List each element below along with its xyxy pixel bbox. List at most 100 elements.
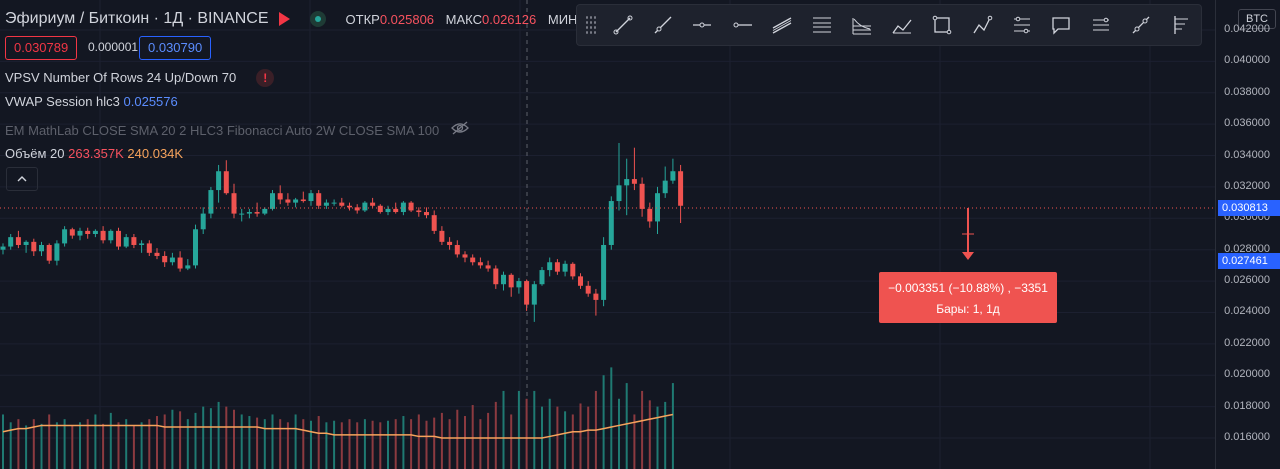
candle: [477, 257, 483, 269]
candle: [185, 259, 191, 271]
candle: [524, 279, 530, 311]
volume-bar: [148, 419, 151, 469]
candle: [593, 288, 599, 316]
volume-bar: [40, 423, 43, 469]
volume-bar: [225, 406, 228, 469]
candle: [77, 227, 83, 241]
indicator-volume[interactable]: Объём 20 263.357K 240.034K: [5, 146, 184, 161]
volume-bar: [340, 422, 343, 469]
measure-bars: Бары: 1, 1д: [936, 302, 1000, 316]
callout-icon[interactable]: [1041, 5, 1081, 45]
fib-retracement-icon[interactable]: [802, 5, 842, 45]
volume-bar: [456, 409, 459, 469]
candle: [501, 271, 506, 291]
candle: [262, 207, 268, 216]
axis-tick-label: 0.020000: [1224, 368, 1270, 381]
candle: [277, 185, 283, 205]
volume-bar: [2, 414, 4, 469]
volume-bar: [9, 422, 12, 469]
collapse-legend-button[interactable]: [6, 167, 38, 191]
volume-bar: [171, 409, 174, 469]
brush-icon[interactable]: [882, 5, 922, 45]
candle: [516, 277, 522, 294]
candle: [8, 234, 14, 250]
horizontal-line-icon[interactable]: [722, 5, 762, 45]
candle: [69, 227, 75, 239]
candle: [316, 190, 322, 209]
rectangle-icon[interactable]: [922, 5, 962, 45]
volume-bar: [79, 422, 81, 469]
volume-bar: [356, 422, 359, 469]
volume-bar: [394, 419, 397, 469]
axis-tick-label: 0.026000: [1224, 274, 1270, 287]
volume-bar: [317, 416, 320, 469]
volume-bar: [471, 405, 474, 469]
ray-icon[interactable]: [643, 5, 683, 45]
volume-bars: [2, 367, 674, 469]
candle: [493, 265, 499, 289]
price-axis[interactable]: BTC 0.042000 0.040000 0.038000 0.036000 0.03…: [1215, 0, 1280, 469]
anchored-vwap-icon[interactable]: [1161, 5, 1201, 45]
candle: [200, 207, 206, 234]
volume-bar: [179, 411, 182, 469]
candle: [585, 281, 591, 297]
volume-bar: [348, 419, 351, 469]
candle: [223, 160, 229, 195]
candle: [424, 207, 429, 219]
drag-handle[interactable]: [585, 15, 597, 35]
candle: [347, 202, 352, 211]
warning-icon[interactable]: !: [256, 69, 275, 87]
axis-tick-label: 0.040000: [1224, 54, 1270, 67]
fib-fan-icon[interactable]: [842, 5, 882, 45]
volume-bar: [425, 420, 428, 469]
volume-bar: [263, 419, 266, 469]
volume-bar: [440, 412, 443, 469]
candle: [131, 234, 137, 249]
price-chart[interactable]: [0, 0, 1216, 469]
measure-icon[interactable]: [1121, 5, 1161, 45]
parallel-channel-icon[interactable]: [762, 5, 802, 45]
candle: [208, 186, 214, 219]
position-icon[interactable]: [1002, 5, 1042, 45]
chevron-up-icon: [17, 176, 27, 182]
volume-bar: [517, 390, 520, 469]
volume-bar: [55, 422, 58, 469]
indicator-vpsv[interactable]: VPSV Number Of Rows 24 Up/Down 70!: [5, 69, 275, 87]
projection-icon[interactable]: [1081, 5, 1121, 45]
candle: [92, 229, 98, 238]
currency-label[interactable]: BTC: [1238, 9, 1276, 29]
symbol-header: Эфириум / Биткоин · 1Д · BINANCE ОТКР0.0…: [5, 10, 585, 28]
candle: [547, 257, 553, 277]
flag-icon[interactable]: [278, 12, 290, 26]
indicator-mathlab[interactable]: EM MathLab CLOSE SMA 20 2 HLC3 Fibonacci…: [5, 121, 470, 139]
buy-price-button[interactable]: 0.030790: [139, 36, 212, 60]
candle: [439, 226, 445, 245]
trend-line-icon[interactable]: [603, 5, 643, 45]
path-icon[interactable]: [962, 5, 1002, 45]
horizontal-ray-icon[interactable]: [682, 5, 722, 45]
volume-bar: [671, 383, 674, 469]
volume-bar: [548, 398, 551, 469]
volume-bar: [32, 419, 35, 469]
volume-bar: [286, 422, 289, 469]
volume-bar: [625, 383, 628, 469]
axis-tick-label: 0.042000: [1224, 23, 1270, 35]
sell-price-button[interactable]: 0.030789: [5, 36, 78, 60]
measure-change: −0.003351 (−10.88%) , −3351: [888, 281, 1048, 295]
candle: [270, 190, 275, 211]
candle: [154, 248, 160, 260]
eye-off-icon[interactable]: [451, 121, 470, 139]
candle: [285, 193, 291, 206]
volume-bar: [156, 416, 158, 469]
volume-bar: [125, 419, 128, 469]
volume-bar: [248, 416, 251, 469]
axis-tick-label: 0.034000: [1224, 148, 1270, 161]
candle: [300, 191, 306, 203]
volume-bar: [502, 390, 505, 469]
symbol-title[interactable]: Эфириум / Биткоин · 1Д · BINANCE: [5, 10, 269, 27]
volume-bar: [564, 411, 567, 469]
indicator-vwap[interactable]: VWAP Session hlc3 0.025576: [5, 94, 178, 109]
volume-bar: [363, 419, 366, 469]
volume-bar: [556, 406, 559, 469]
candle: [624, 158, 630, 216]
